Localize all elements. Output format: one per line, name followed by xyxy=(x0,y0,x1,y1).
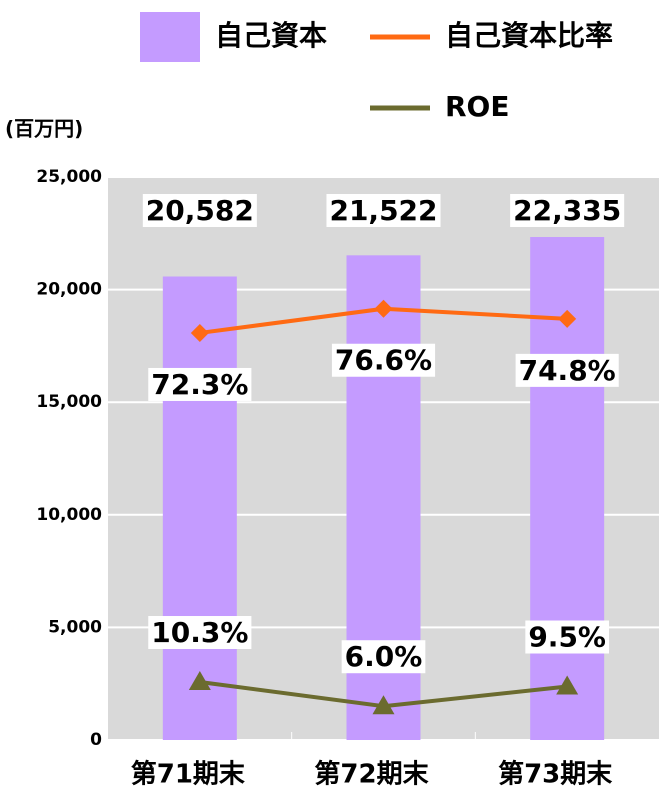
y-axis-unit: (百万円) xyxy=(5,117,83,141)
data-label-bg xyxy=(341,640,426,674)
y-tick-label: 10,000 xyxy=(36,505,102,525)
marker xyxy=(558,309,577,328)
data-label: 72.3% xyxy=(151,368,248,401)
data-label: 6.0% xyxy=(345,640,423,673)
legend-label: 自己資本 xyxy=(215,19,327,52)
data-label-group: 21,522 xyxy=(326,194,441,227)
data-label: 22,335 xyxy=(513,194,621,227)
data-label-group: 76.6% xyxy=(331,343,436,377)
marker xyxy=(556,675,579,695)
data-label: 9.5% xyxy=(528,621,606,654)
data-label-bg xyxy=(148,616,252,650)
marker xyxy=(372,695,395,715)
data-label-bg xyxy=(142,194,257,227)
legend-swatch xyxy=(140,12,200,62)
legend-label: ROE xyxy=(445,90,510,123)
data-label-group: 72.3% xyxy=(148,367,252,401)
bar xyxy=(162,276,237,740)
data-label-group: 9.5% xyxy=(525,620,609,654)
x-tick-label: 第73期末 xyxy=(498,759,613,790)
data-label-bg xyxy=(148,367,252,401)
y-tick-label: 0 xyxy=(90,730,102,750)
x-tick-label: 第71期末 xyxy=(131,759,246,790)
data-label-bg xyxy=(331,343,436,377)
data-label: 10.3% xyxy=(151,616,248,649)
data-label-bg xyxy=(525,620,609,654)
marker xyxy=(190,323,209,342)
data-label-group: 22,335 xyxy=(510,194,625,227)
marker xyxy=(188,671,211,691)
y-tick-label: 25,000 xyxy=(36,167,102,187)
data-label-group: 20,582 xyxy=(142,194,257,227)
data-label-group: 6.0% xyxy=(341,640,426,674)
legend-label: 自己資本比率 xyxy=(445,19,613,52)
y-tick-label: 5,000 xyxy=(48,617,102,637)
x-tick-label: 第72期末 xyxy=(314,759,429,790)
data-label-bg xyxy=(510,194,625,227)
data-label-group: 10.3% xyxy=(148,616,252,650)
data-label: 74.8% xyxy=(519,354,616,387)
data-label-bg xyxy=(515,353,619,387)
data-label-bg xyxy=(326,194,441,227)
data-label: 21,522 xyxy=(329,194,437,227)
y-tick-label: 15,000 xyxy=(36,392,102,412)
data-label-group: 74.8% xyxy=(515,353,619,387)
data-label: 76.6% xyxy=(335,344,432,377)
y-tick-label: 20,000 xyxy=(36,280,102,300)
marker xyxy=(374,299,393,318)
data-label: 20,582 xyxy=(146,194,254,227)
